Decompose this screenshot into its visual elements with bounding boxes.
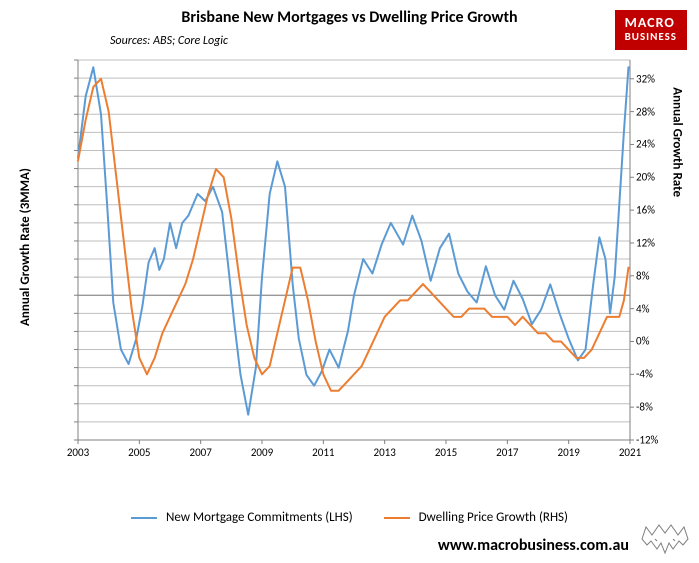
x-tick-label: 2005 [128, 446, 150, 459]
x-tick-label: 2021 [619, 446, 641, 459]
y-right-tick-label: 24% [636, 138, 655, 151]
x-tick-label: 2003 [67, 446, 89, 459]
brand-logo-line2: BUSINESS [625, 31, 677, 43]
y-right-tick-label: 4% [636, 302, 649, 315]
legend-swatch-mortgages [131, 517, 157, 519]
y-right-tick-label: -4% [636, 368, 653, 381]
x-tick-label: 2017 [496, 446, 518, 459]
footer-url: www.macrobusiness.com.au [438, 536, 629, 555]
legend-item-mortgages: New Mortgage Commitments (LHS) [131, 510, 353, 525]
chart-root: Brisbane New Mortgages vs Dwelling Price… [0, 0, 699, 563]
x-tick-label: 2007 [190, 446, 212, 459]
x-tick-label: 2011 [312, 446, 334, 459]
x-tick-label: 2013 [374, 446, 396, 459]
y-right-tick-label: 20% [636, 171, 655, 184]
series-prices [78, 79, 628, 391]
brand-logo: MACRO BUSINESS [615, 10, 687, 50]
x-tick-label: 2009 [251, 446, 273, 459]
chart-legend: New Mortgage Commitments (LHS) Dwelling … [0, 510, 699, 525]
brand-logo-line1: MACRO [625, 16, 677, 31]
legend-label-prices: Dwelling Price Growth (RHS) [419, 510, 568, 525]
chart-title: Brisbane New Mortgages vs Dwelling Price… [0, 8, 699, 27]
y-right-tick-label: -8% [636, 401, 653, 414]
y-axis-right-label: Annual Growth Rate [670, 87, 685, 197]
legend-label-mortgages: New Mortgage Commitments (LHS) [166, 510, 353, 525]
y-right-tick-label: 0% [636, 335, 649, 348]
y-right-tick-label: 8% [636, 269, 649, 282]
y-right-tick-label: 28% [636, 105, 655, 118]
y-axis-left-label: Annual Growth Rate (3MMA) [18, 168, 33, 326]
chart-plot [78, 60, 630, 440]
wolf-icon [639, 519, 691, 559]
x-tick-label: 2015 [435, 446, 457, 459]
y-right-tick-label: 32% [636, 72, 655, 85]
y-right-tick-label: 16% [636, 204, 655, 217]
y-right-tick-label: 12% [636, 236, 655, 249]
x-tick-label: 2019 [558, 446, 580, 459]
chart-sources: Sources: ABS; Core Logic [110, 34, 228, 48]
legend-swatch-prices [384, 517, 410, 519]
y-right-tick-label: -12% [636, 434, 658, 447]
legend-item-prices: Dwelling Price Growth (RHS) [384, 510, 568, 525]
